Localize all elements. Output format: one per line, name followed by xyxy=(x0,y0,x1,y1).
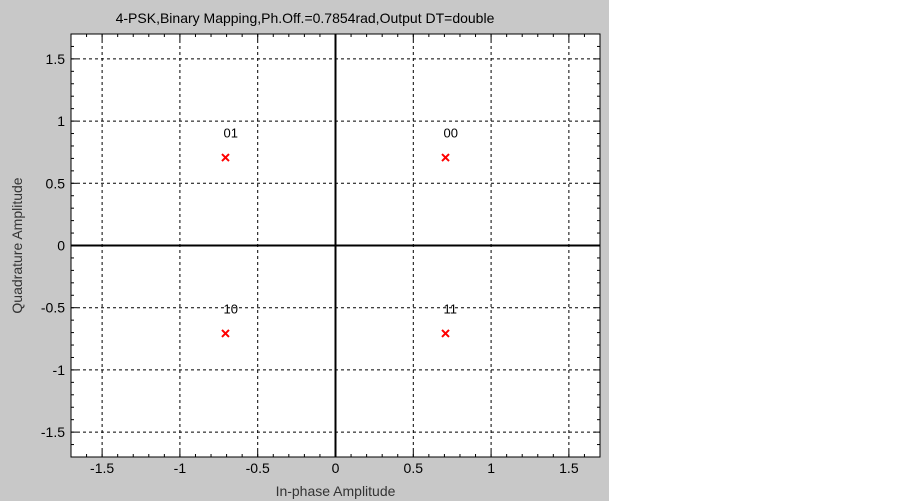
point-label: 10 xyxy=(223,301,237,316)
x-tick-label: -1.5 xyxy=(90,460,114,476)
y-tick-label: -1.5 xyxy=(41,424,65,440)
x-tick-label: 1.5 xyxy=(559,460,579,476)
y-tick-label: 0.5 xyxy=(46,175,66,191)
point-marker xyxy=(221,153,230,162)
point-marker xyxy=(441,153,450,162)
point-label: 01 xyxy=(223,126,237,141)
x-tick-label: 1 xyxy=(487,460,495,476)
x-tick-label: -0.5 xyxy=(246,460,270,476)
constellation-point: 10 xyxy=(221,301,238,338)
constellation-point: 00 xyxy=(441,126,458,162)
point-marker xyxy=(221,329,230,338)
x-tick-label: 0 xyxy=(332,460,340,476)
constellation-point: 11 xyxy=(441,301,458,338)
zero-axes xyxy=(71,34,600,457)
y-axis-label: Quadrature Amplitude xyxy=(9,177,25,313)
y-tick-label: 0 xyxy=(57,238,65,254)
constellation-chart: 4-PSK,Binary Mapping,Ph.Off.=0.7854rad,O… xyxy=(9,10,601,499)
point-label: 11 xyxy=(444,301,458,316)
y-tick-label: -1 xyxy=(53,362,66,378)
tick-labels: -1.5 -1 -0.5 0 0.5 1 1.5 -1.5 -1 -0.5 0 0.5 1 1.5 xyxy=(41,51,579,476)
chart-title: 4-PSK,Binary Mapping,Ph.Off.=0.7854rad,O… xyxy=(116,10,495,26)
x-axis-label: In-phase Amplitude xyxy=(276,483,396,499)
point-label: 00 xyxy=(444,126,458,141)
y-tick-label: 1.5 xyxy=(46,51,66,67)
y-tick-label: -0.5 xyxy=(41,300,65,316)
constellation-point: 01 xyxy=(221,126,238,162)
constellation-points: 00 01 11 10 xyxy=(221,126,458,338)
x-tick-label: 0.5 xyxy=(404,460,424,476)
figure-window: 4-PSK,Binary Mapping,Ph.Off.=0.7854rad,O… xyxy=(0,0,609,501)
x-tick-label: -1 xyxy=(174,460,187,476)
y-tick-label: 1 xyxy=(57,113,65,129)
point-marker xyxy=(441,329,450,338)
minor-ticks xyxy=(71,34,600,457)
